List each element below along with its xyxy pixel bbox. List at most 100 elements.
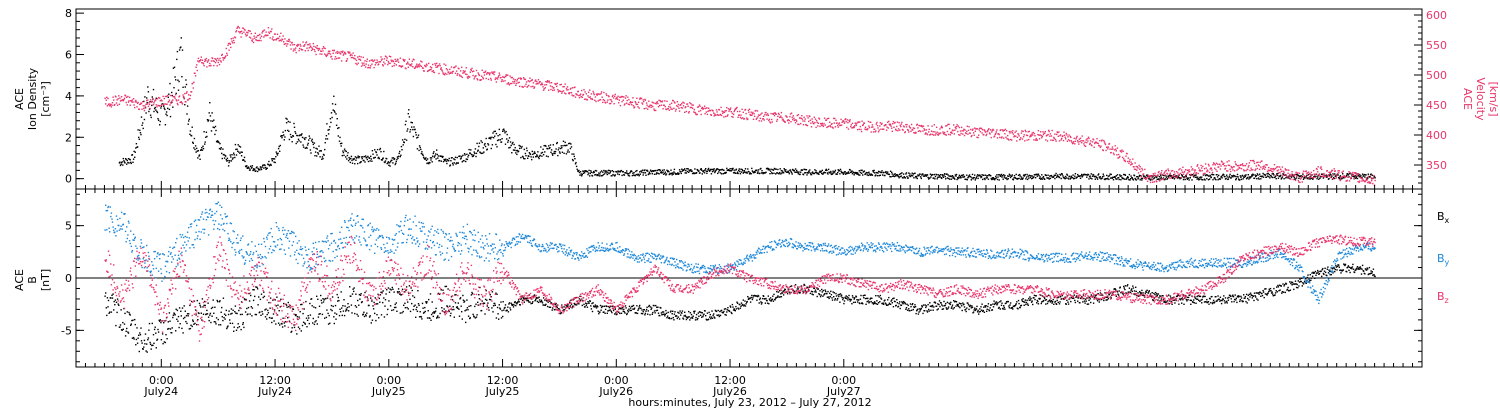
top-series-1-point: [1179, 168, 1181, 170]
top-series-1-point: [288, 39, 291, 41]
top-series-0-point: [256, 166, 258, 168]
top-series-0-point: [1285, 177, 1287, 179]
top-series-0-point: [413, 126, 415, 128]
top-series-0-point: [930, 176, 932, 178]
top-series-1-point: [856, 122, 858, 124]
top-series-1-point: [1254, 169, 1256, 172]
top-series-0-point: [770, 168, 772, 170]
top-series-1-point: [872, 126, 874, 128]
top-series-1-point: [1292, 178, 1294, 181]
top-series-0-point: [475, 155, 477, 158]
top-series-0-point: [724, 172, 727, 174]
top-series-1-point: [399, 57, 401, 59]
top-series-0-point: [567, 149, 569, 151]
top-series-1-point: [1204, 163, 1207, 165]
top-series-1-point: [137, 101, 139, 104]
top-series-0-point: [1279, 175, 1281, 178]
top-series-0-point: [1200, 178, 1202, 180]
top-series-0-point: [529, 153, 532, 156]
top-series-1-point: [686, 103, 689, 105]
top-series-0-point: [992, 178, 994, 180]
top-series-0-point: [1367, 177, 1369, 180]
top-series-0-point: [256, 170, 259, 173]
top-series-0-point: [757, 169, 760, 171]
top-series-0-point: [1361, 176, 1363, 179]
top-series-0-point: [146, 97, 148, 99]
top-series-0-point: [604, 171, 606, 173]
field-bx-point: [109, 311, 111, 313]
top-series-0-point: [360, 156, 363, 158]
top-series-0-point: [661, 172, 663, 174]
top-series-0-point: [168, 108, 171, 111]
top-series-1-point: [1335, 177, 1337, 180]
field-bx-point: [173, 313, 176, 315]
top-series-0-point: [392, 162, 394, 164]
top-series-0-point: [152, 88, 155, 91]
field-bx-point: [119, 324, 122, 326]
top-series-1-point: [371, 63, 373, 65]
top-series-1-point: [308, 47, 310, 49]
top-series-1-point: [400, 65, 402, 67]
field-bx-point: [269, 297, 272, 299]
top-series-0-point: [649, 169, 652, 171]
top-series-1-point: [716, 111, 718, 113]
top-series-1-point: [309, 45, 312, 47]
top-series-1-point: [732, 113, 735, 116]
top-series-0-point: [1260, 178, 1262, 180]
top-series-1-point: [483, 74, 486, 76]
top-series-0-point: [438, 159, 441, 162]
top-series-1-point: [504, 75, 507, 78]
top-series-1-point: [513, 82, 515, 84]
top-series-1-point: [221, 53, 223, 56]
top-series-0-point: [760, 172, 763, 174]
top-series-1-point: [262, 30, 264, 32]
top-series-0-point: [322, 157, 324, 160]
field-bx-point: [199, 304, 201, 307]
top-series-0-point: [346, 158, 348, 160]
top-series-1-point: [338, 57, 341, 59]
top-series-1-point: [182, 94, 184, 96]
top-series-0-point: [711, 170, 714, 173]
top-series-0-point: [1223, 174, 1225, 176]
top-series-0-point: [1318, 178, 1320, 180]
top-series-0-point: [317, 152, 319, 154]
top-series-0-point: [925, 175, 928, 177]
top-series-1-point: [1128, 160, 1131, 163]
top-series-1-point: [923, 128, 925, 130]
top-series-0-point: [588, 169, 590, 172]
top-series-1-point: [383, 58, 386, 60]
top-series-1-point: [235, 31, 237, 33]
top-series-1-point: [1131, 163, 1133, 165]
top-series-0-point: [1214, 177, 1216, 179]
top-series-1-point: [707, 107, 710, 109]
top-series-1-point: [163, 104, 165, 106]
top-series-1-point: [1273, 164, 1276, 166]
top-series-0-point: [792, 168, 794, 171]
top-series-0-point: [126, 163, 128, 165]
top-series-0-point: [797, 171, 799, 174]
top-series-0-point: [436, 149, 438, 151]
top-series-1-point: [750, 111, 752, 113]
top-series-0-point: [1248, 178, 1250, 180]
top-series-1-point: [1297, 172, 1299, 174]
top-series-1-point: [847, 122, 849, 124]
top-series-1-point: [718, 109, 721, 111]
top-series-0-point: [929, 173, 932, 175]
top-series-1-point: [1343, 175, 1346, 177]
top-series-1-point: [525, 83, 527, 85]
top-series-1-point: [847, 128, 850, 130]
top-series-0-point: [222, 148, 224, 150]
top-series-0-point: [1041, 178, 1044, 180]
top-series-0-point: [345, 150, 347, 153]
top-series-0-point: [1146, 174, 1148, 176]
top-series-1-point: [777, 115, 779, 118]
top-series-1-point: [519, 77, 521, 79]
top-series-1-point: [1099, 146, 1102, 149]
top-series-0-point: [677, 173, 680, 175]
top-series-0-point: [1165, 176, 1168, 178]
top-series-0-point: [901, 172, 903, 174]
top-series-1-point: [530, 86, 532, 88]
top-series-1-point: [1212, 164, 1214, 166]
top-series-0-point: [226, 157, 229, 159]
field-bx-point: [135, 338, 138, 341]
